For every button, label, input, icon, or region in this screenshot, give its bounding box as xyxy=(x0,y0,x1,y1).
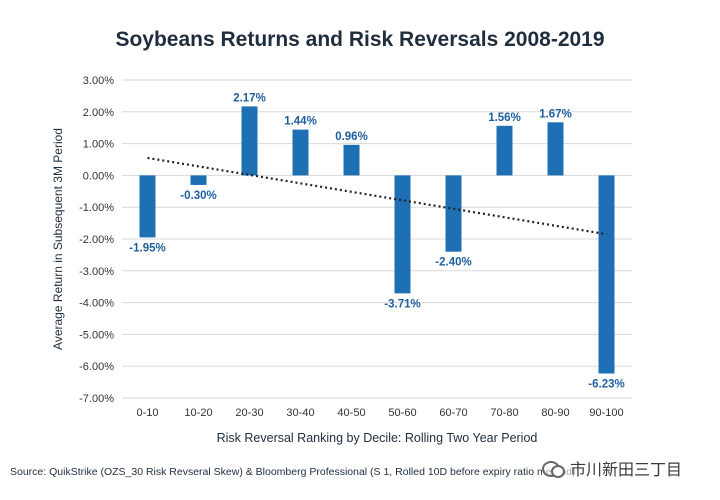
chart-title: Soybeans Returns and Risk Reversals 2008… xyxy=(115,28,605,51)
data-label: -3.71% xyxy=(384,298,420,310)
y-axis-label: Average Return in Subsequent 3M Period xyxy=(51,128,65,350)
data-label: -1.95% xyxy=(129,242,165,254)
data-label: -6.23% xyxy=(588,379,624,391)
x-tick-label: 10-20 xyxy=(184,407,212,419)
y-tick-label: -6.00% xyxy=(79,361,114,373)
data-label: 1.56% xyxy=(488,112,521,124)
y-tick-label: -2.00% xyxy=(79,234,114,246)
bar xyxy=(394,175,411,294)
x-tick-label: 90-100 xyxy=(589,407,623,419)
wechat-icon xyxy=(542,459,565,478)
bar xyxy=(292,129,309,176)
y-tick-label: -1.00% xyxy=(79,202,114,214)
bar xyxy=(241,106,258,176)
x-tick-label: 20-30 xyxy=(235,407,263,419)
x-axis-label: Risk Reversal Ranking by Decile: Rolling… xyxy=(217,431,538,445)
bar xyxy=(343,144,360,176)
data-label: 1.67% xyxy=(539,108,572,120)
y-tick-label: -4.00% xyxy=(79,298,114,310)
y-tick-label: 2.00% xyxy=(83,107,114,119)
watermark: 市川新田三丁目 xyxy=(542,456,683,480)
y-tick-label: -5.00% xyxy=(79,329,114,341)
y-tick-label: 3.00% xyxy=(83,75,114,87)
x-tick-label: 0-10 xyxy=(136,407,158,419)
bar xyxy=(139,175,156,238)
y-tick-label: -3.00% xyxy=(79,266,114,278)
x-tick-label: 30-40 xyxy=(286,407,314,419)
x-tick-label: 80-90 xyxy=(541,407,569,419)
data-label: 2.17% xyxy=(233,92,266,104)
y-tick-label: 0.00% xyxy=(83,170,114,182)
data-label: 0.96% xyxy=(335,131,368,143)
y-tick-label: -7.00% xyxy=(79,393,114,405)
bar xyxy=(445,175,462,252)
bar xyxy=(598,175,615,374)
bar xyxy=(190,175,207,185)
source-note: Source: QuikStrike (OZS_30 Risk Revseral… xyxy=(10,466,576,478)
data-label: -0.30% xyxy=(180,190,216,202)
y-tick-label: 1.00% xyxy=(83,139,114,151)
x-tick-label: 40-50 xyxy=(337,407,365,419)
data-label: -2.40% xyxy=(435,257,471,269)
watermark-text: 市川新田三丁目 xyxy=(570,462,683,479)
x-tick-label: 70-80 xyxy=(490,407,518,419)
x-tick-label: 60-70 xyxy=(439,407,467,419)
bar xyxy=(547,122,564,176)
x-tick-label: 50-60 xyxy=(388,407,416,419)
bar xyxy=(496,125,513,176)
data-label: 1.44% xyxy=(284,116,317,128)
